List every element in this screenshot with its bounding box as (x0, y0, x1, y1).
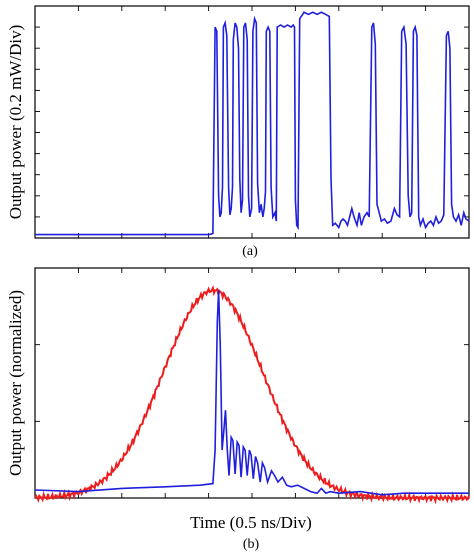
panel-b-caption: (b) (243, 537, 260, 552)
panel-a-series-blue (35, 11, 470, 236)
panel-b-xlabel: Time (0.5 ns/Div) (190, 513, 312, 532)
panel-b-series-blue (34, 290, 469, 496)
panel-a-ticks (35, 6, 469, 238)
panel-a: Output power (0.2 mW/Div) (a) (6, 5, 470, 259)
panel-a-caption: (a) (242, 244, 258, 259)
panel-b: Output power (normalized) Time (0.5 ns/D… (6, 267, 470, 552)
panel-b-series-red (34, 284, 470, 505)
panel-b-ylabel: Output power (normalized) (6, 290, 25, 476)
panel-a-ylabel: Output power (0.2 mW/Div) (6, 25, 25, 220)
